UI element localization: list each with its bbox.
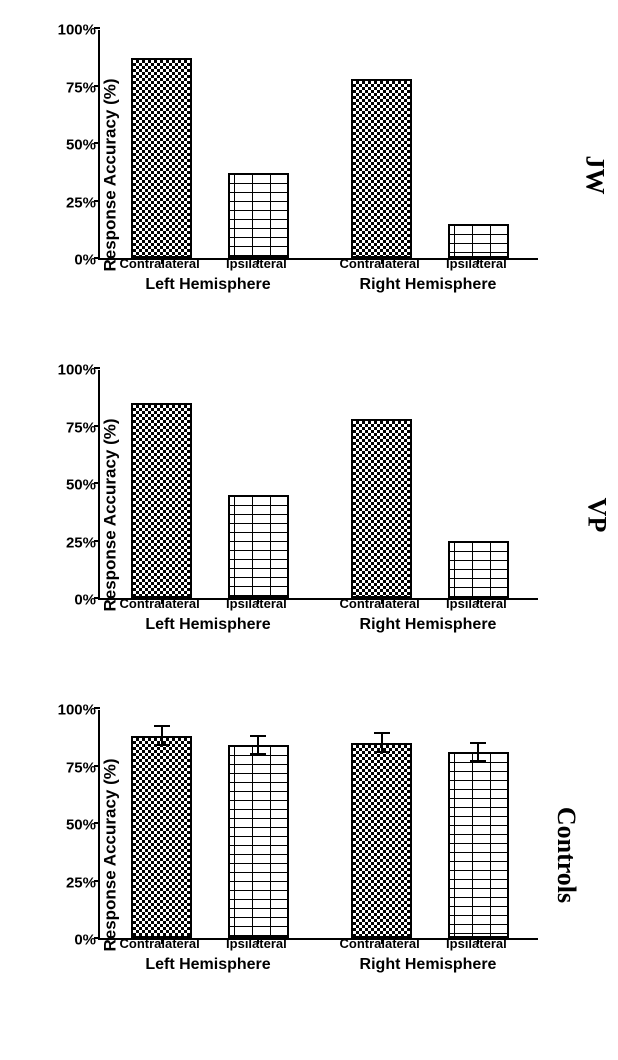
error-cap (250, 753, 266, 755)
y-tick-label: 100% (50, 22, 96, 39)
x-category-label: Ipsilateral (226, 936, 287, 951)
x-category-label: Contralateral (119, 256, 199, 271)
error-cap (470, 742, 486, 744)
y-tick-label: 50% (50, 477, 96, 494)
y-tick-mark (94, 540, 100, 542)
y-tick-label: 50% (50, 817, 96, 834)
bar (131, 403, 193, 599)
y-tick-label: 50% (50, 137, 96, 154)
bar (131, 736, 193, 938)
plot-area: 0%25%50%75%100% (98, 30, 538, 260)
y-tick-label: 100% (50, 362, 96, 379)
y-tick-mark (94, 597, 100, 599)
error-cap (374, 732, 390, 734)
x-group-label: Left Hemisphere (145, 616, 270, 634)
y-tick-mark (94, 200, 100, 202)
error-bar (161, 726, 163, 744)
x-category-label: Contralateral (119, 596, 199, 611)
x-category-label: Ipsilateral (226, 596, 287, 611)
x-category-label: Contralateral (339, 596, 419, 611)
bar (351, 79, 413, 258)
y-tick-mark (94, 707, 100, 709)
y-tick-mark (94, 765, 100, 767)
bar (228, 745, 290, 938)
bar (228, 173, 290, 258)
x-group-label: Left Hemisphere (145, 956, 270, 974)
panel-title: JW (580, 156, 610, 195)
y-tick-label: 25% (50, 194, 96, 211)
y-tick-label: 0% (50, 592, 96, 609)
y-tick-mark (94, 822, 100, 824)
error-bar (381, 733, 383, 751)
error-bar (257, 736, 259, 754)
chart-panel: ControlsResponse Accuracy (%)0%25%50%75%… (10, 700, 608, 1010)
y-tick-label: 75% (50, 79, 96, 96)
x-group-label: Left Hemisphere (145, 276, 270, 294)
y-tick-mark (94, 937, 100, 939)
chart-panel: VPResponse Accuracy (%)0%25%50%75%100%Co… (10, 360, 608, 670)
figure: JWResponse Accuracy (%)0%25%50%75%100%Co… (10, 20, 608, 1010)
y-tick-label: 100% (50, 702, 96, 719)
x-category-label: Ipsilateral (446, 256, 507, 271)
error-cap (470, 760, 486, 762)
panel-title: Controls (551, 807, 581, 903)
y-tick-label: 75% (50, 419, 96, 436)
error-cap (374, 751, 390, 753)
bar (228, 495, 290, 599)
x-category-label: Ipsilateral (446, 596, 507, 611)
x-group-label: Right Hemisphere (360, 956, 497, 974)
bar (448, 752, 510, 938)
plot-area: 0%25%50%75%100% (98, 370, 538, 600)
x-category-label: Contralateral (119, 936, 199, 951)
y-tick-label: 0% (50, 932, 96, 949)
x-group-label: Right Hemisphere (360, 616, 497, 634)
bar (448, 541, 510, 599)
error-cap (250, 735, 266, 737)
bar (351, 743, 413, 939)
y-tick-mark (94, 482, 100, 484)
y-tick-label: 25% (50, 534, 96, 551)
bar (448, 224, 510, 259)
chart-panel: JWResponse Accuracy (%)0%25%50%75%100%Co… (10, 20, 608, 330)
y-tick-label: 75% (50, 759, 96, 776)
plot-area: 0%25%50%75%100% (98, 710, 538, 940)
x-category-label: Ipsilateral (226, 256, 287, 271)
panel-title: VP (582, 498, 612, 533)
x-group-label: Right Hemisphere (360, 276, 497, 294)
y-tick-mark (94, 425, 100, 427)
y-tick-mark (94, 257, 100, 259)
error-cap (154, 725, 170, 727)
x-category-label: Contralateral (339, 936, 419, 951)
bar (131, 58, 193, 258)
y-tick-mark (94, 27, 100, 29)
x-category-label: Ipsilateral (446, 936, 507, 951)
y-tick-mark (94, 880, 100, 882)
x-category-label: Contralateral (339, 256, 419, 271)
y-tick-mark (94, 85, 100, 87)
error-bar (477, 743, 479, 761)
error-cap (154, 744, 170, 746)
bar (351, 419, 413, 598)
y-tick-mark (94, 367, 100, 369)
y-tick-mark (94, 142, 100, 144)
y-tick-label: 25% (50, 874, 96, 891)
y-tick-label: 0% (50, 252, 96, 269)
